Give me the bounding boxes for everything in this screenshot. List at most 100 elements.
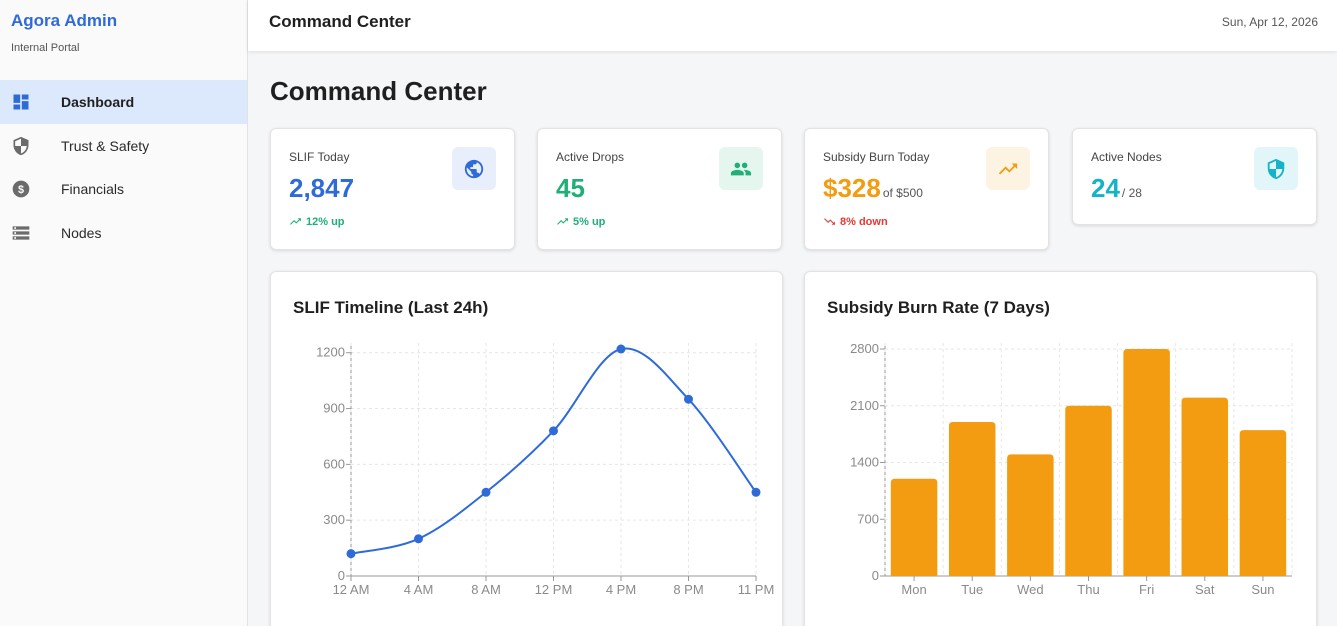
stat-card-subsidy-burn[interactable]: Subsidy Burn Today $328 of $500 8% down — [804, 128, 1049, 250]
y-tick-label: 900 — [323, 401, 345, 416]
top-bar: Command Center Sun, Apr 12, 2026 — [248, 0, 1337, 51]
stat-number: 2,847 — [289, 173, 355, 203]
stat-card-active-nodes[interactable]: Active Nodes 24/ 28 — [1072, 128, 1317, 225]
stat-number: 24 — [1091, 173, 1120, 203]
trending-up-icon — [290, 218, 301, 225]
stat-trend-text: 12% up — [306, 215, 345, 228]
x-tick-label: 12 AM — [333, 582, 370, 597]
stat-card-active-drops[interactable]: Active Drops 45 5% up — [537, 128, 782, 250]
stat-value: $328 of $500 — [823, 173, 923, 204]
sidebar-item-trust-safety[interactable]: Trust & Safety — [0, 124, 247, 168]
data-point — [481, 487, 491, 497]
x-tick-label: Sun — [1251, 582, 1274, 597]
stat-number: $328 — [823, 173, 881, 203]
server-list-icon — [12, 225, 30, 240]
bar-chart[interactable]: 0 700 1400 2100 2800 Mon Tue Wed Thu Fri Sat Sun — [805, 272, 1318, 626]
data-point — [684, 394, 693, 404]
x-tick-label: 4 AM — [404, 582, 434, 597]
page-title: Command Center — [270, 76, 487, 106]
line-chart[interactable]: 0 300 600 900 1200 12 AM 4 AM 8 AM 12 PM 4 PM 8 PM… — [271, 272, 784, 626]
bar — [948, 421, 996, 576]
brand-subtitle: Internal Portal — [11, 42, 80, 54]
sidebar-nav: Dashboard Trust & Safety $ Financials No… — [0, 80, 247, 254]
x-tick-label: Wed — [1017, 582, 1044, 597]
y-tick-label: 1400 — [850, 455, 879, 470]
stat-value: 2,847 — [289, 173, 354, 204]
x-tick-label: Tue — [961, 582, 983, 597]
shield-check-icon — [1267, 158, 1285, 179]
shield-icon — [13, 136, 29, 155]
sidebar-item-label: Trust & Safety — [61, 137, 150, 154]
sidebar: Agora Admin Internal Portal Dashboard Tr… — [0, 0, 248, 626]
sidebar-item-label: Dashboard — [61, 94, 135, 110]
x-tick-label: 11 PM — [738, 582, 775, 597]
x-tick-label: 4 PM — [606, 582, 636, 597]
x-tick-label: 8 PM — [673, 582, 703, 597]
chart-card-slif-timeline: SLIF Timeline (Last 24h) 0 300 600 900 1200 1… — [270, 271, 783, 626]
y-tick-label: 300 — [323, 512, 345, 527]
stat-label: SLIF Today — [289, 150, 350, 164]
x-tick-label: Mon — [901, 582, 926, 597]
stat-card-slif-today[interactable]: SLIF Today 2,847 12% up — [270, 128, 515, 250]
stat-trend-text: 5% up — [573, 215, 606, 228]
bar — [1007, 454, 1054, 576]
sidebar-item-financials[interactable]: $ Financials — [0, 167, 247, 211]
data-point — [616, 344, 626, 354]
stat-suffix: / 28 — [1121, 186, 1142, 200]
trending-down-icon — [824, 218, 835, 225]
y-tick-label: 1200 — [316, 345, 345, 360]
x-tick-label: Thu — [1077, 582, 1099, 597]
svg-text:$: $ — [18, 184, 24, 196]
sidebar-item-nodes[interactable]: Nodes — [0, 211, 247, 255]
stat-label: Subsidy Burn Today — [823, 150, 930, 164]
sidebar-item-dashboard[interactable]: Dashboard — [0, 80, 247, 124]
y-tick-label: 2800 — [850, 341, 879, 356]
stat-label: Active Drops — [556, 150, 625, 164]
stat-label: Active Nodes — [1091, 150, 1162, 164]
current-date: Sun, Apr 12, 2026 — [1221, 15, 1318, 29]
brand-title[interactable]: Agora Admin — [11, 11, 118, 30]
x-tick-label: 12 PM — [535, 582, 573, 597]
globe-icon — [464, 159, 484, 178]
stat-icon-tile — [1254, 147, 1298, 190]
bar — [1181, 397, 1229, 576]
topbar-title: Command Center — [269, 12, 411, 31]
trending-up-icon — [557, 218, 568, 225]
chart-title: SLIF Timeline (Last 24h) — [293, 298, 489, 317]
stat-icon-tile — [986, 147, 1030, 190]
stat-value: 45 — [556, 173, 585, 204]
bar — [1123, 349, 1170, 576]
chart-title: Subsidy Burn Rate (7 Days) — [827, 298, 1050, 317]
stat-icon-tile — [452, 147, 496, 190]
y-tick-label: 0 — [338, 568, 345, 583]
dashboard-icon — [13, 94, 29, 110]
stat-number: 45 — [556, 173, 585, 203]
data-point — [346, 549, 356, 559]
sidebar-item-label: Nodes — [61, 224, 102, 241]
stat-value: 24/ 28 — [1091, 173, 1142, 204]
sidebar-item-label: Financials — [61, 181, 125, 197]
x-tick-label: 8 AM — [471, 582, 501, 597]
y-tick-label: 2100 — [850, 398, 879, 413]
y-tick-label: 0 — [872, 568, 879, 583]
x-tick-label: Fri — [1139, 582, 1154, 597]
stat-trend: 5% up — [556, 215, 605, 228]
stat-trend-text: 8% down — [840, 215, 888, 228]
stat-suffix: of $500 — [882, 186, 923, 200]
data-point — [751, 487, 761, 497]
x-tick-label: Sat — [1195, 582, 1215, 597]
bar — [890, 478, 938, 576]
stat-trend: 8% down — [823, 215, 888, 228]
chart-card-subsidy-burn-rate: Subsidy Burn Rate (7 Days) 0 700 1400 2100 2… — [804, 271, 1317, 626]
stat-icon-tile — [719, 147, 763, 190]
people-icon — [730, 162, 752, 175]
y-tick-label: 700 — [857, 511, 879, 526]
bar — [1065, 405, 1112, 576]
dollar-icon: $ — [12, 180, 30, 198]
y-tick-label: 600 — [323, 456, 345, 471]
trending-up-icon — [998, 163, 1018, 174]
data-point — [414, 534, 423, 544]
bar — [1239, 430, 1287, 576]
data-point — [549, 426, 558, 436]
stat-trend: 12% up — [289, 215, 345, 228]
